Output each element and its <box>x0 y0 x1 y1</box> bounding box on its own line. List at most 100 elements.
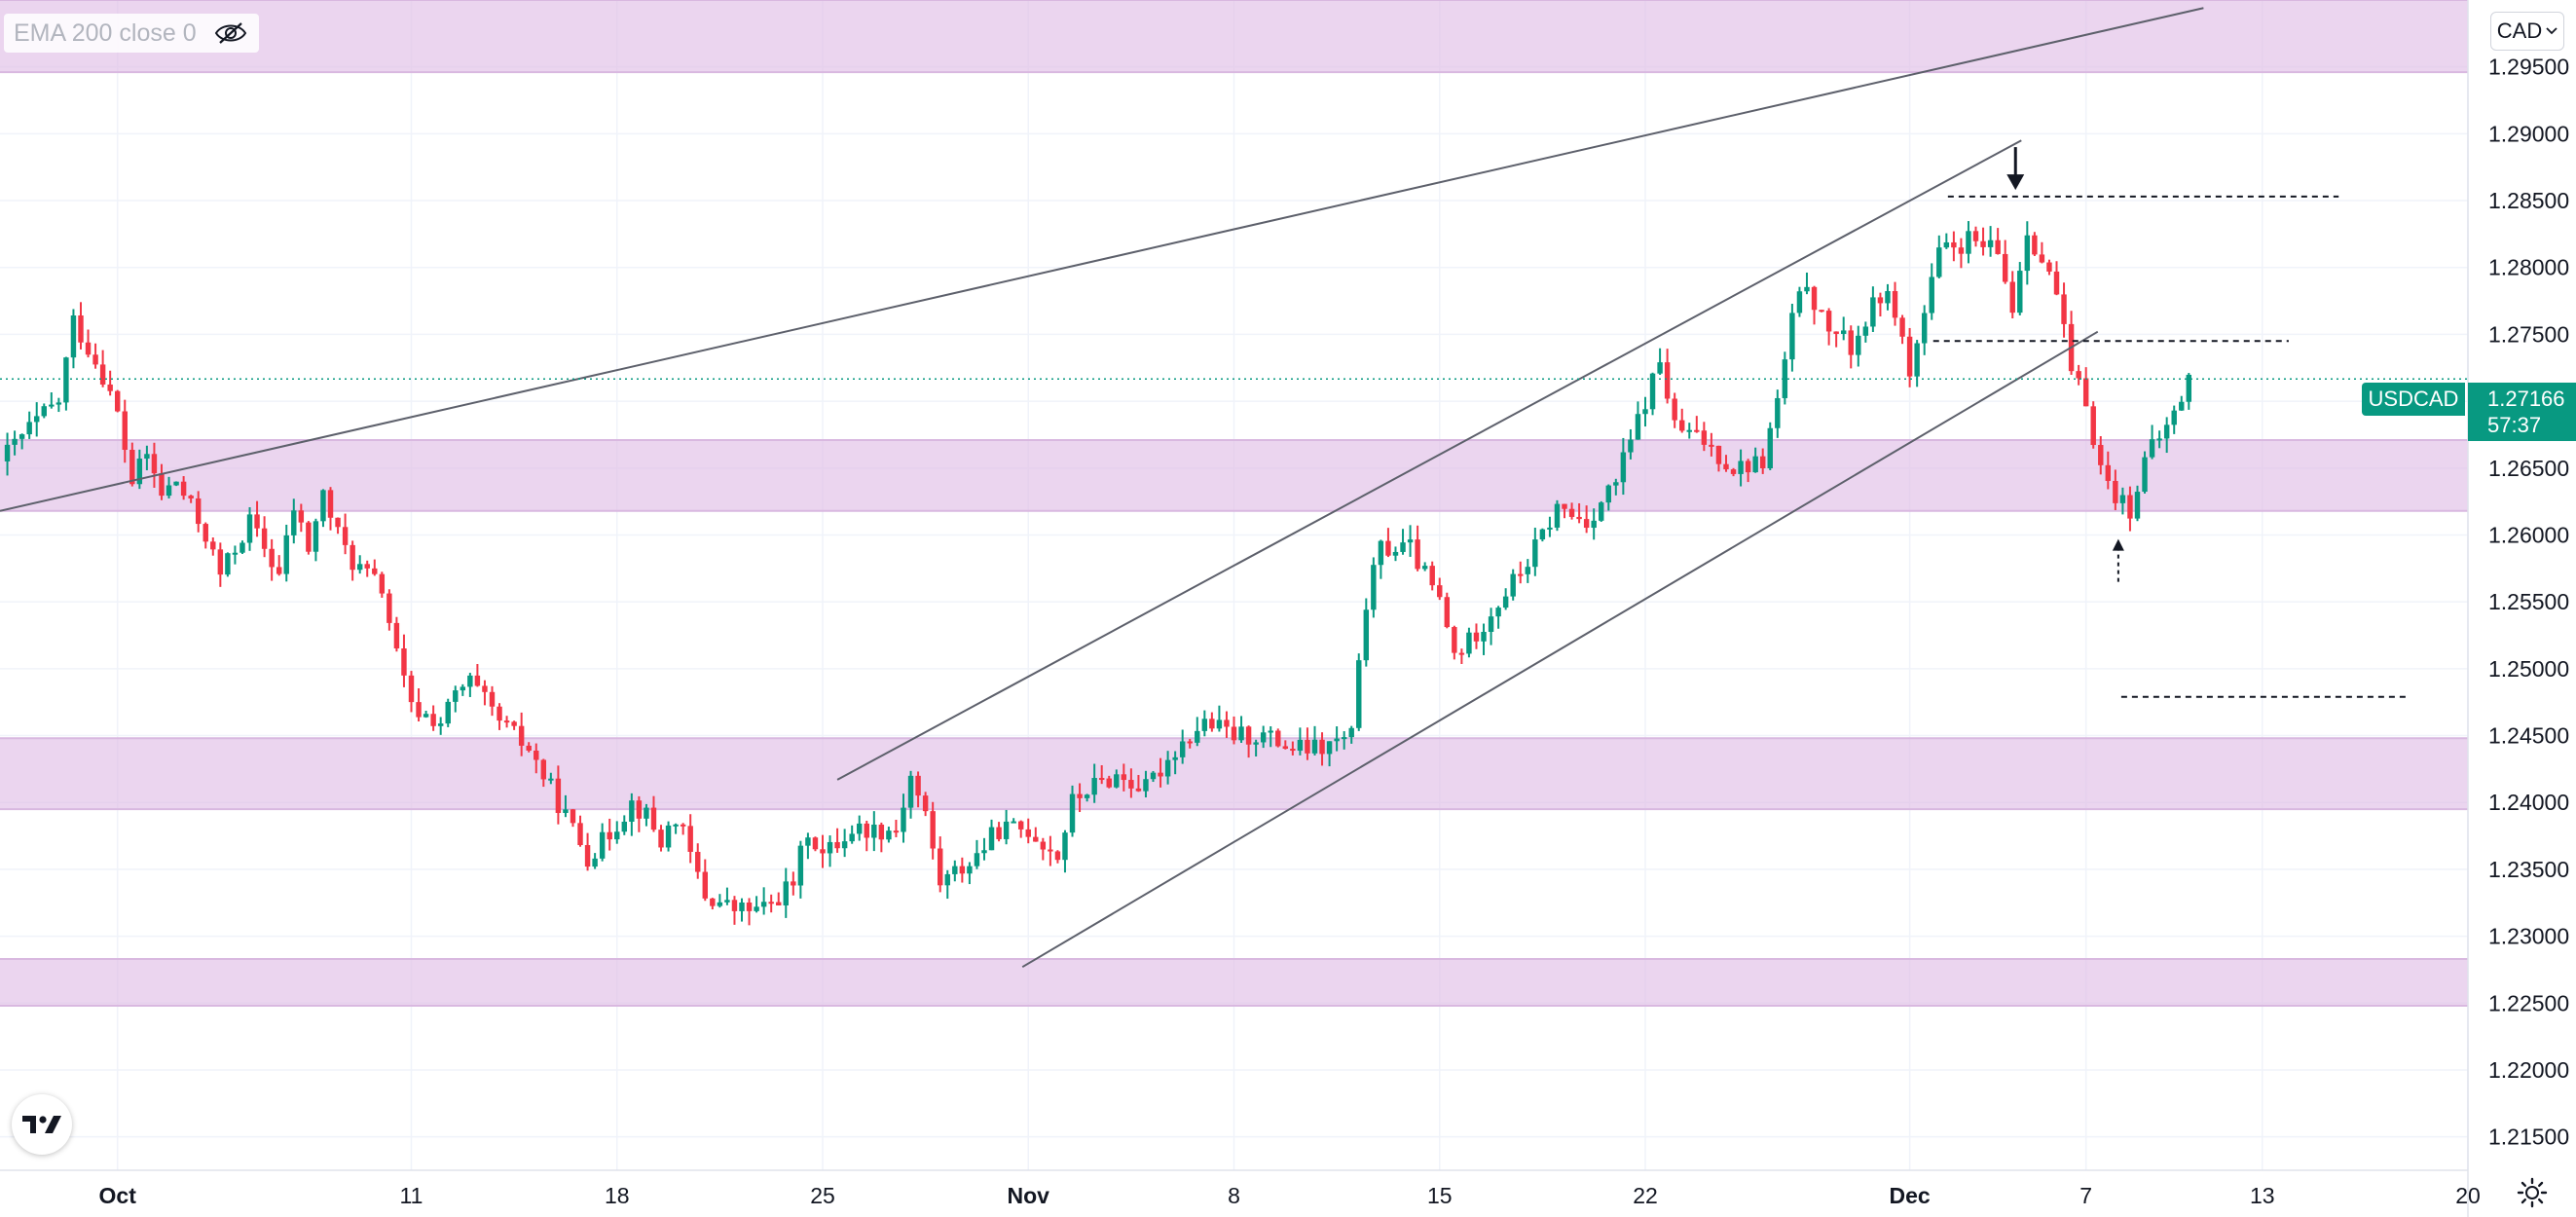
candle <box>834 841 840 849</box>
candle <box>1495 608 1501 617</box>
candle <box>555 778 562 814</box>
candle <box>151 454 158 474</box>
candle <box>1172 756 1178 760</box>
candle <box>673 824 679 827</box>
candle <box>1421 566 1428 570</box>
bar-countdown: 57:37 <box>2487 413 2542 437</box>
candle <box>1936 247 1942 277</box>
candle <box>99 364 106 385</box>
candle <box>644 807 649 819</box>
candle <box>1620 452 1627 483</box>
candle <box>320 490 326 522</box>
last-price-value: 1.27166 <box>2487 387 2565 411</box>
candle <box>232 552 239 555</box>
x-tick-label: 25 <box>810 1183 835 1208</box>
candle <box>526 745 532 751</box>
trendline <box>1021 330 2099 969</box>
candle <box>1473 632 1480 642</box>
candle <box>1752 456 1758 473</box>
y-tick-label: 1.29500 <box>2488 55 2569 80</box>
candle <box>246 514 253 543</box>
candle <box>283 535 289 574</box>
candle <box>1510 573 1516 597</box>
candle <box>849 833 855 842</box>
candle <box>408 675 415 703</box>
candle <box>1164 759 1171 777</box>
candle <box>1767 427 1773 468</box>
candle <box>2032 235 2038 255</box>
axes <box>0 0 2469 1217</box>
x-tick-label: 7 <box>2079 1183 2092 1208</box>
x-tick-label: Nov <box>1008 1183 1050 1208</box>
candle <box>2090 406 2096 446</box>
candle <box>1054 851 1061 861</box>
candle <box>225 553 231 575</box>
tradingview-logo-icon[interactable] <box>12 1094 72 1155</box>
candle <box>335 517 341 528</box>
candle <box>1238 726 1244 741</box>
candle <box>1305 739 1310 754</box>
candle <box>166 485 172 497</box>
candle <box>180 481 187 497</box>
candle <box>467 675 473 687</box>
candle <box>1987 240 1994 247</box>
currency-dropdown[interactable]: CAD <box>2490 12 2564 51</box>
y-tick-label: 1.26000 <box>2488 522 2569 547</box>
candle <box>621 821 628 832</box>
candle <box>1885 291 1891 304</box>
x-axis-labels: Oct 11 18 25 Nov 8 15 22 Dec 7 13 20 <box>99 1183 2481 1208</box>
candle <box>820 849 826 854</box>
candle <box>1664 362 1671 399</box>
candle <box>952 866 958 874</box>
trendline <box>0 7 2204 512</box>
candle <box>1098 778 1105 781</box>
candle <box>1033 836 1039 842</box>
candle <box>453 690 459 702</box>
candle <box>878 824 885 840</box>
eye-off-icon[interactable] <box>212 18 249 48</box>
candle <box>1179 741 1186 757</box>
candle <box>1135 788 1142 792</box>
candle <box>1400 542 1406 552</box>
candle <box>1848 330 1854 355</box>
candle <box>1709 444 1714 447</box>
candle <box>1415 539 1420 570</box>
candle <box>2024 235 2031 272</box>
candle <box>55 402 62 405</box>
candle <box>1958 247 1965 254</box>
candle <box>122 411 128 450</box>
candle <box>1576 516 1582 520</box>
y-tick-label: 1.22500 <box>2488 990 2569 1015</box>
zone-rect <box>0 958 2468 1007</box>
candle <box>85 342 92 355</box>
candle <box>1201 719 1208 731</box>
candle <box>2134 492 2141 519</box>
candle <box>291 510 297 535</box>
candle <box>1686 429 1692 432</box>
candle <box>1017 821 1024 830</box>
candle <box>1972 231 1979 241</box>
candle <box>1195 730 1200 743</box>
candle <box>92 354 98 365</box>
candle <box>563 809 569 814</box>
candle <box>827 841 833 854</box>
indicator-legend[interactable]: EMA 200 close 0 <box>4 14 259 53</box>
x-tick-label: Oct <box>99 1183 137 1208</box>
candle <box>1613 482 1619 486</box>
candle <box>996 827 1002 839</box>
candle <box>812 837 819 850</box>
candle <box>1481 632 1487 642</box>
candle <box>841 841 848 849</box>
settings-gear-icon[interactable] <box>2516 1176 2549 1209</box>
candle <box>607 831 612 840</box>
candle <box>2009 281 2015 313</box>
candle <box>1407 539 1414 543</box>
candle <box>746 903 753 911</box>
candle <box>430 714 436 726</box>
candle <box>342 527 349 545</box>
candle <box>78 315 84 343</box>
candle <box>511 721 517 726</box>
candle <box>518 725 525 746</box>
candle <box>1326 741 1333 755</box>
